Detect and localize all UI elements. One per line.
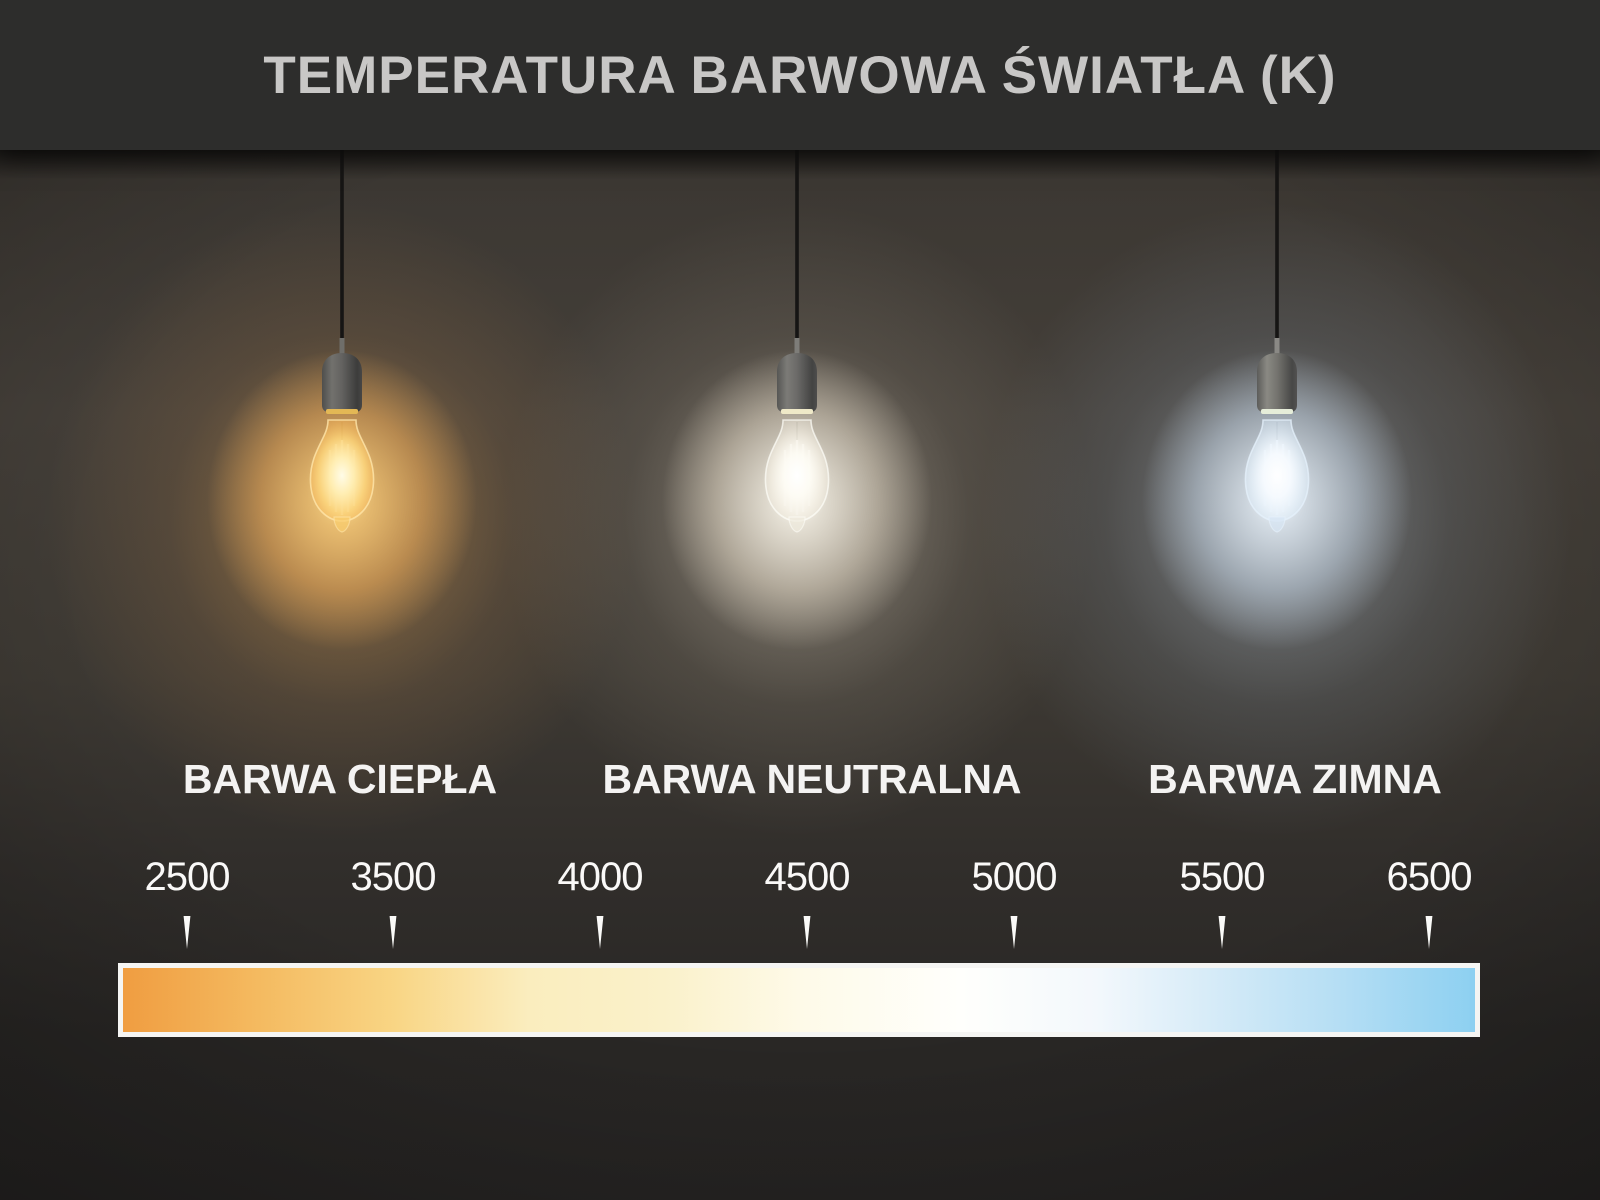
tick-4500: 4500 bbox=[764, 855, 851, 899]
label-neutral: BARWA NEUTRALNA bbox=[602, 756, 1022, 802]
bulb-glass-group bbox=[1244, 419, 1310, 533]
cool-bulb-pendant bbox=[1244, 148, 1310, 533]
lamp-socket bbox=[1257, 353, 1297, 412]
kelvin-gradient-bar bbox=[123, 968, 1475, 1032]
cord-pin bbox=[339, 338, 345, 355]
needle-4500 bbox=[803, 916, 811, 949]
page-title: TEMPERATURA BARWOWA ŚWIATŁA (K) bbox=[263, 45, 1337, 105]
warm-bulb-pendant bbox=[309, 148, 375, 533]
label-warm: BARWA CIEPŁA bbox=[182, 756, 498, 802]
tick-5500: 5500 bbox=[1179, 855, 1266, 899]
header: TEMPERATURA BARWOWA ŚWIATŁA (K) bbox=[0, 0, 1600, 150]
needle-5000 bbox=[1010, 916, 1018, 949]
needle-6500 bbox=[1425, 916, 1433, 949]
needle-2500 bbox=[183, 916, 191, 949]
tick-5000: 5000 bbox=[971, 855, 1058, 899]
tick-4000: 4000 bbox=[557, 855, 644, 899]
bulb-glass bbox=[309, 419, 375, 522]
neutral-bulb-pendant bbox=[764, 148, 830, 533]
kelvin-gradient-bar-frame bbox=[118, 963, 1480, 1037]
cord bbox=[1275, 148, 1279, 346]
tick-3500: 3500 bbox=[350, 855, 437, 899]
bulb-glass-group bbox=[309, 419, 375, 533]
needle-4000 bbox=[596, 916, 604, 949]
cord-pin bbox=[794, 338, 800, 355]
tick-2500: 2500 bbox=[144, 855, 231, 899]
bulb-glass bbox=[1244, 419, 1310, 522]
socket-ring bbox=[1261, 409, 1293, 414]
cord bbox=[795, 148, 799, 346]
cord-pin bbox=[1274, 338, 1280, 355]
bulb-tip bbox=[333, 516, 351, 533]
tick-6500: 6500 bbox=[1386, 855, 1473, 899]
cord bbox=[340, 148, 344, 346]
needle-3500 bbox=[389, 916, 397, 949]
bulb-tip bbox=[788, 516, 806, 533]
bulb-glass-group bbox=[764, 419, 830, 533]
lamp-socket bbox=[322, 353, 362, 412]
socket-ring bbox=[326, 409, 358, 414]
label-cool: BARWA ZIMNA bbox=[1148, 756, 1442, 802]
socket-ring bbox=[781, 409, 813, 414]
bulb-tip bbox=[1268, 516, 1286, 533]
bulb-glass bbox=[764, 419, 830, 522]
needle-5500 bbox=[1218, 916, 1226, 949]
lamp-socket bbox=[777, 353, 817, 412]
